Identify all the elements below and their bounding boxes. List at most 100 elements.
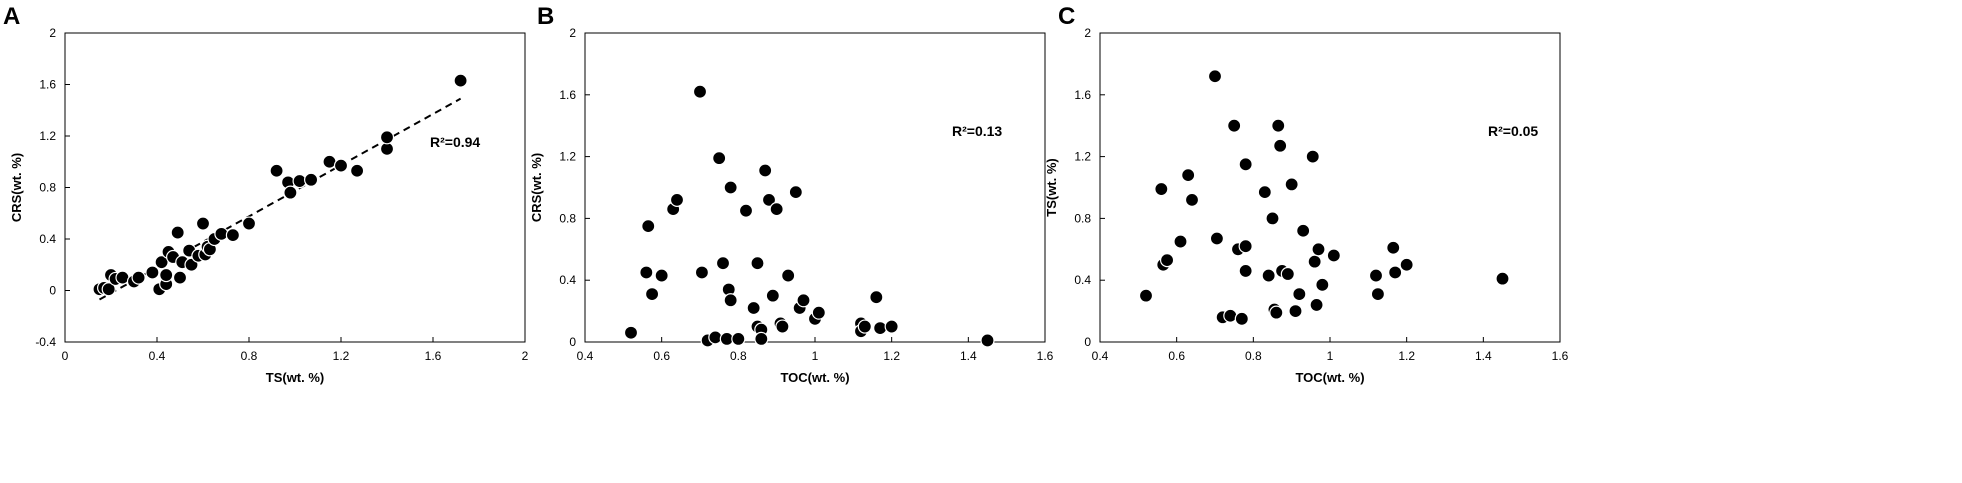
y-tick-label: 0.8 (559, 211, 576, 225)
data-point (379, 130, 395, 145)
y-axis-title: TS(wt. %) (1044, 158, 1059, 217)
y-tick-label: 0 (569, 335, 576, 349)
data-point (1315, 277, 1330, 292)
x-tick-label: 0.4 (1092, 349, 1109, 363)
data-point (1269, 305, 1284, 320)
data-point (453, 73, 468, 88)
data-point (869, 290, 884, 305)
data-point (195, 216, 211, 231)
data-point (639, 265, 654, 280)
data-point (758, 163, 773, 178)
data-point (1388, 265, 1403, 280)
data-point (1184, 192, 1200, 207)
panel-label: A (3, 3, 20, 30)
panel-label: B (537, 3, 554, 30)
data-point (170, 225, 185, 240)
r-squared-annotation: R²=0.13 (952, 123, 1002, 139)
data-point (1288, 304, 1303, 319)
data-point (692, 84, 708, 99)
data-point (723, 180, 738, 195)
data-point (350, 163, 365, 178)
r-squared-annotation: R²=0.94 (430, 134, 480, 150)
data-point (1296, 223, 1311, 238)
x-tick-label: 1 (812, 349, 819, 363)
x-tick-label: 0.8 (241, 349, 258, 363)
y-tick-label: 1.2 (39, 129, 56, 143)
x-tick-label: 0.4 (577, 349, 594, 363)
data-point (283, 185, 298, 200)
x-tick-label: 0.6 (1168, 349, 1185, 363)
y-tick-label: -0.4 (35, 335, 56, 349)
data-point (1238, 157, 1253, 172)
panel-label: C (1058, 3, 1075, 30)
y-tick-label: 1.2 (1074, 150, 1091, 164)
y-tick-label: 2 (569, 26, 576, 40)
y-tick-label: 0.4 (1074, 273, 1091, 287)
data-point (269, 163, 284, 178)
data-point (873, 320, 888, 336)
data-point (1326, 248, 1341, 263)
data-point (1138, 288, 1154, 303)
data-point (1370, 287, 1386, 302)
data-point (788, 185, 803, 200)
data-point (1292, 287, 1307, 302)
data-point (731, 331, 746, 347)
data-point (1309, 297, 1324, 313)
data-point (980, 333, 995, 348)
data-point (746, 300, 761, 316)
chart-panel-b: B0.4 0.6 0.8 1 1.2 1.4 1.600.40.81.21.62TOC(wt… (529, 3, 1054, 385)
y-tick-label: 0.8 (1074, 211, 1091, 225)
x-tick-label: 1.2 (333, 349, 350, 363)
data-point (1234, 311, 1249, 326)
data-point (1154, 181, 1169, 197)
data-point (172, 270, 188, 285)
data-point (1209, 231, 1225, 246)
data-point (1159, 253, 1175, 268)
y-tick-label: 1.6 (39, 78, 56, 92)
y-tick-label: 1.6 (559, 88, 576, 102)
data-point (101, 282, 116, 297)
data-point (775, 319, 790, 334)
data-point (1207, 69, 1223, 84)
data-point (304, 172, 319, 187)
x-tick-label: 0 (62, 349, 69, 363)
data-point (1271, 118, 1286, 133)
data-point (1223, 308, 1238, 323)
x-tick-label: 1.2 (883, 349, 900, 363)
data-point (738, 203, 754, 218)
data-point (765, 288, 780, 303)
data-point (1368, 268, 1384, 283)
r-squared-annotation: R²=0.05 (1488, 123, 1538, 139)
data-point (769, 202, 784, 217)
data-point (1238, 263, 1253, 279)
data-point (694, 265, 710, 280)
data-point (333, 158, 349, 173)
data-point (884, 319, 899, 334)
data-point (1495, 271, 1510, 286)
data-point (1311, 242, 1326, 257)
data-point (623, 325, 639, 340)
data-point (154, 255, 169, 270)
data-point (644, 287, 660, 302)
data-point (712, 151, 727, 166)
x-tick-label: 0.4 (149, 349, 166, 363)
data-point (1257, 185, 1272, 200)
regression-line (99, 97, 462, 301)
data-point (225, 228, 240, 243)
data-point (761, 192, 777, 207)
y-tick-label: 0.4 (39, 232, 56, 246)
y-tick-label: 2 (1084, 26, 1091, 40)
plot-frame (1099, 32, 1561, 343)
y-tick-label: 1.2 (559, 150, 576, 164)
x-axis-title: TOC(wt. %) (780, 370, 849, 385)
data-point (1273, 138, 1288, 153)
data-point (1399, 257, 1414, 272)
data-point (1305, 149, 1320, 164)
data-point (781, 268, 796, 283)
data-point (1265, 211, 1280, 226)
x-tick-label: 0.8 (1245, 349, 1262, 363)
data-point (1284, 177, 1299, 192)
data-point (654, 268, 669, 283)
data-point (750, 256, 765, 271)
